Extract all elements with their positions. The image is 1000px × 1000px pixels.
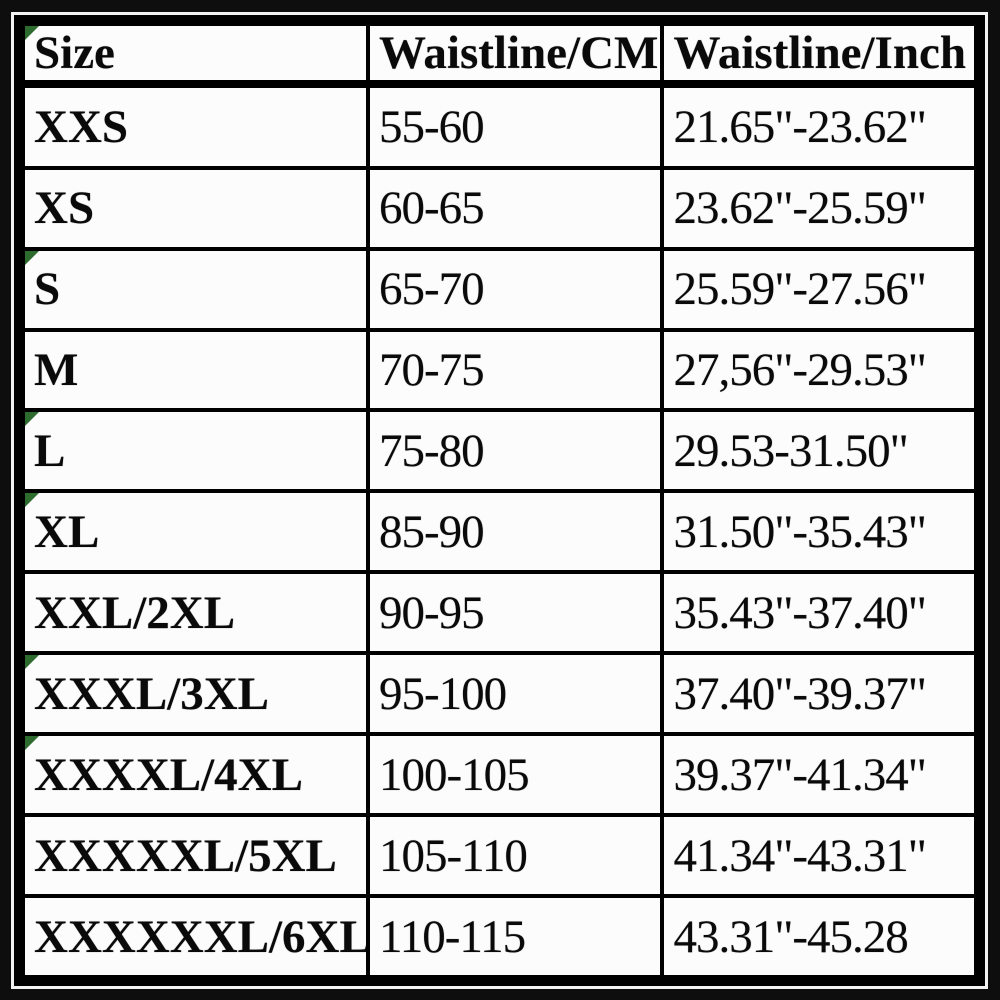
waistline-cm-value: 90-95 <box>378 586 485 639</box>
waistline-inch-value: 39.37"-41.34" <box>673 748 927 801</box>
size-value: XS <box>34 182 95 235</box>
size-value: XL <box>34 505 100 558</box>
size-value: XXXXXL/5XL <box>34 829 337 882</box>
waistline-inch-cell: 23.62"-25.59" <box>660 165 978 251</box>
waistline-cm-value: 95-100 <box>378 667 507 720</box>
waistline-cm-value: 60-65 <box>378 182 485 235</box>
waistline-inch-cell: 37.40"-39.37" <box>660 651 978 737</box>
cell-flag-triangle-icon <box>26 414 39 427</box>
waistline-cm-value: 65-70 <box>378 263 485 316</box>
size-cell: XL <box>21 489 370 575</box>
col-header-waistline-inch: Waistline/Inch <box>660 22 978 88</box>
waistline-cm-cell: 60-65 <box>365 165 665 251</box>
table-row: L 75-80 29.53-31.50" <box>21 408 978 494</box>
cell-flag-triangle-icon <box>26 28 39 40</box>
waistline-inch-cell: 27,56"-29.53" <box>660 327 978 413</box>
waistline-inch-value: 37.40"-39.37" <box>673 667 927 720</box>
waistline-inch-value: 25.59"-27.56" <box>673 263 927 316</box>
waistline-cm-value: 85-90 <box>378 505 485 558</box>
table-row: XXXXL/4XL 100-105 39.37"-41.34" <box>21 732 978 818</box>
waistline-inch-cell: 35.43"-37.40" <box>660 570 978 656</box>
waistline-cm-value: 75-80 <box>378 424 485 477</box>
table-row: XXXL/3XL 95-100 37.40"-39.37" <box>21 651 978 737</box>
size-cell: XXL/2XL <box>21 570 370 656</box>
waistline-inch-value: 23.62"-25.59" <box>673 182 927 235</box>
table-row: S 65-70 25.59"-27.56" <box>21 246 978 332</box>
col-header-waistline-cm-label: Waistline/CM <box>378 27 659 79</box>
header-row: Size Waistline/CM Waistline/Inch <box>21 22 978 88</box>
table-row: XS 60-65 23.62"-25.59" <box>21 165 978 251</box>
waistline-inch-value: 35.43"-37.40" <box>673 586 927 639</box>
size-cell: M <box>21 327 370 413</box>
table-row: XXS 55-60 21.65"-23.62" <box>21 82 978 170</box>
table-row: M 70-75 27,56"-29.53" <box>21 327 978 413</box>
waistline-inch-value: 27,56"-29.53" <box>673 344 927 397</box>
cell-flag-triangle-icon <box>26 495 39 508</box>
waistline-cm-cell: 55-60 <box>365 82 665 170</box>
waistline-cm-value: 70-75 <box>378 344 485 397</box>
waistline-cm-cell: 95-100 <box>365 651 665 737</box>
size-cell: L <box>21 408 370 494</box>
size-cell: XXXXXXL/6XL <box>21 894 370 979</box>
col-header-waistline-inch-label: Waistline/Inch <box>673 27 966 79</box>
waistline-cm-cell: 65-70 <box>365 246 665 332</box>
waistline-inch-cell: 21.65"-23.62" <box>660 82 978 170</box>
size-cell: XXXXXL/5XL <box>21 813 370 899</box>
waistline-inch-value: 29.53-31.50" <box>673 424 908 477</box>
table-row: XXXXXXL/6XL 110-115 43.31"-45.28 <box>21 894 978 979</box>
size-value: XXXL/3XL <box>34 667 270 720</box>
waistline-cm-value: 100-105 <box>378 748 530 801</box>
cell-flag-triangle-icon <box>26 657 39 670</box>
size-value: XXL/2XL <box>34 586 236 639</box>
waistline-cm-cell: 70-75 <box>365 327 665 413</box>
col-header-size-label: Size <box>34 27 115 79</box>
size-cell: XXXL/3XL <box>21 651 370 737</box>
table-row: XXL/2XL 90-95 35.43"-37.40" <box>21 570 978 656</box>
waistline-inch-cell: 29.53-31.50" <box>660 408 978 494</box>
waistline-inch-cell: 41.34"-43.31" <box>660 813 978 899</box>
col-header-size: Size <box>21 22 370 88</box>
waistline-cm-value: 105-110 <box>378 829 528 882</box>
size-cell: XS <box>21 165 370 251</box>
waistline-inch-value: 41.34"-43.31" <box>673 829 927 882</box>
size-cell: XXXXL/4XL <box>21 732 370 818</box>
size-chart-frame: Size Waistline/CM Waistline/Inch XXS 55-… <box>11 12 988 989</box>
size-value: XXXXXXL/6XL <box>34 910 368 963</box>
waistline-cm-value: 110-115 <box>378 910 526 963</box>
size-chart-table: Size Waistline/CM Waistline/Inch XXS 55-… <box>21 22 978 979</box>
table-row: XXXXXL/5XL 105-110 41.34"-43.31" <box>21 813 978 899</box>
waistline-inch-value: 43.31"-45.28 <box>673 910 908 963</box>
waistline-cm-cell: 100-105 <box>365 732 665 818</box>
waistline-cm-cell: 90-95 <box>365 570 665 656</box>
size-value: XXS <box>34 100 129 153</box>
waistline-inch-value: 31.50"-35.43" <box>673 505 927 558</box>
waistline-inch-cell: 25.59"-27.56" <box>660 246 978 332</box>
waistline-cm-cell: 110-115 <box>365 894 665 979</box>
waistline-inch-cell: 39.37"-41.34" <box>660 732 978 818</box>
waistline-inch-value: 21.65"-23.62" <box>673 100 927 153</box>
size-cell: XXS <box>21 82 370 170</box>
table-row: XL 85-90 31.50"-35.43" <box>21 489 978 575</box>
size-value: S <box>34 263 61 316</box>
waistline-cm-value: 55-60 <box>378 100 485 153</box>
size-cell: S <box>21 246 370 332</box>
col-header-waistline-cm: Waistline/CM <box>365 22 665 88</box>
waistline-cm-cell: 105-110 <box>365 813 665 899</box>
waistline-cm-cell: 75-80 <box>365 408 665 494</box>
waistline-cm-cell: 85-90 <box>365 489 665 575</box>
cell-flag-triangle-icon <box>26 738 39 751</box>
waistline-inch-cell: 43.31"-45.28 <box>660 894 978 979</box>
cell-flag-triangle-icon <box>26 252 39 265</box>
waistline-inch-cell: 31.50"-35.43" <box>660 489 978 575</box>
size-value: M <box>34 344 79 397</box>
size-value: L <box>34 424 66 477</box>
size-value: XXXXL/4XL <box>34 748 303 801</box>
